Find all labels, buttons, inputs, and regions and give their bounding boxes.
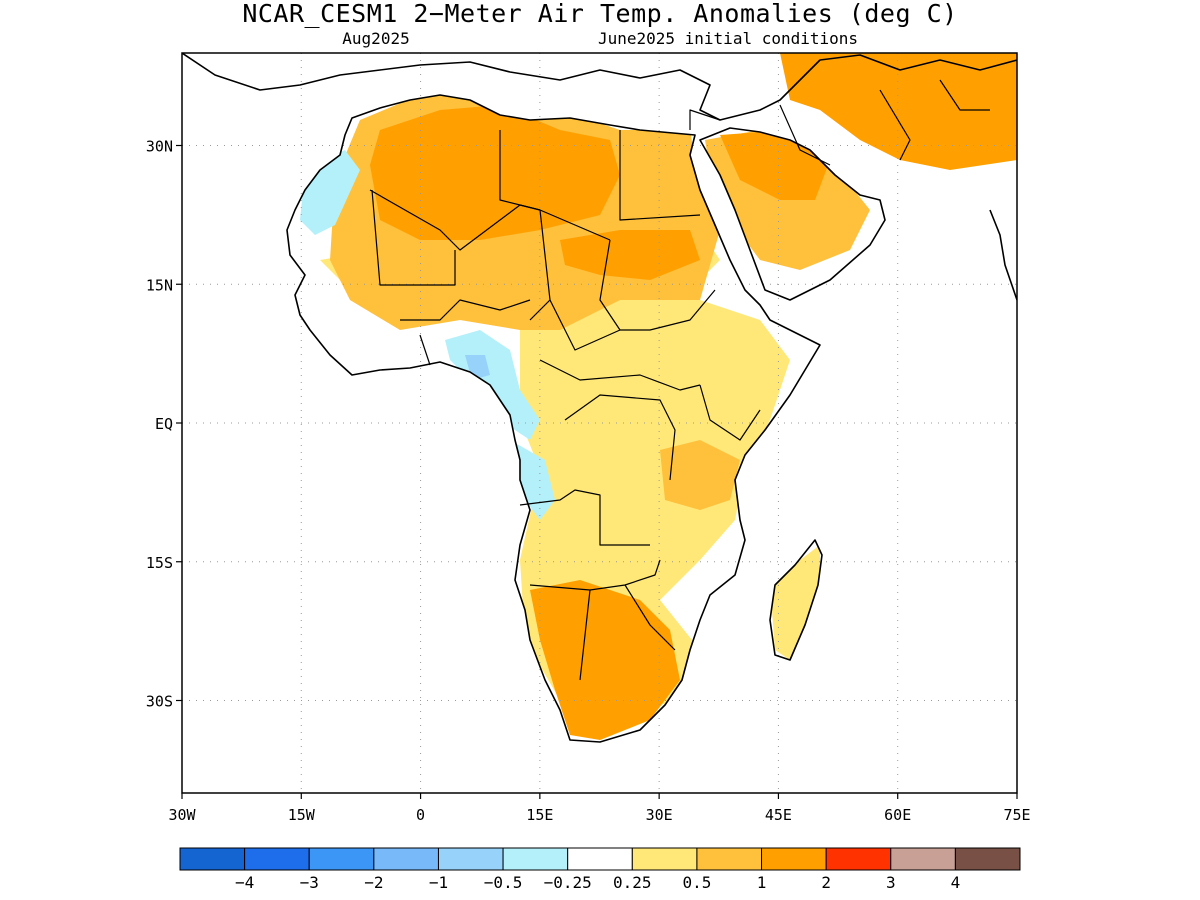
colorbar-label: 4 (951, 873, 961, 892)
colorbar-label: 3 (886, 873, 896, 892)
lon-tick-label: 30W (168, 806, 196, 824)
lon-tick-label: 15E (526, 806, 553, 824)
colorbar-swatch (567, 847, 633, 871)
colorbar: −4 −3 −2 −1 −0.5 −0.25 0.25 0.5 1 2 3 4 (179, 847, 1021, 892)
map-title: NCAR_CESM1 2−Meter Air Temp. Anomalies (… (242, 0, 957, 28)
colorbar-label: 2 (821, 873, 831, 892)
colorbar-swatch (825, 847, 892, 871)
colorbar-label: 0.5 (682, 873, 711, 892)
colorbar-label: 0.25 (613, 873, 652, 892)
colorbar-swatch (631, 847, 698, 871)
lat-tick-label: 30N (146, 138, 173, 156)
colorbar-label: −3 (300, 873, 319, 892)
colorbar-swatch (308, 847, 375, 871)
lon-tick-label: 75E (1003, 806, 1030, 824)
lon-tick-label: 30E (646, 806, 673, 824)
lat-tick-label: 15S (146, 554, 173, 572)
colorbar-label: −2 (364, 873, 383, 892)
initial-conditions-label: June2025 initial conditions (598, 29, 858, 48)
colorbar-swatch (761, 847, 827, 871)
colorbar-swatch (954, 847, 1021, 871)
colorbar-swatch (696, 847, 763, 871)
colorbar-swatch (373, 847, 439, 871)
anomaly-area-dark-orange-sahara (370, 105, 620, 240)
africa-coastline (286, 94, 821, 743)
india-coastline (989, 209, 1017, 301)
colorbar-swatch (437, 847, 504, 871)
colorbar-label: −0.5 (484, 873, 523, 892)
country-borders (369, 79, 990, 681)
coastlines (182, 53, 1017, 743)
lat-tick-label: 30S (146, 693, 173, 711)
lat-tick-label: 15N (146, 276, 173, 294)
europe-coastline (182, 53, 1017, 121)
lat-tick-label: EQ (155, 415, 173, 433)
plot-area (182, 53, 1017, 793)
lon-tick-label: 45E (765, 806, 792, 824)
lon-tick-label: 60E (884, 806, 911, 824)
valid-month-label: Aug2025 (342, 29, 409, 48)
lon-tick-label: 15W (288, 806, 316, 824)
colorbar-swatch (890, 847, 956, 871)
lon-axis: 30W 15W 0 15E 30E 45E 60E 75E (168, 793, 1031, 824)
colorbar-label: −4 (235, 873, 254, 892)
colorbar-swatch (179, 847, 246, 871)
lon-tick-label: 0 (416, 806, 425, 824)
lat-axis: 30N 15N EQ 15S 30S (146, 138, 182, 711)
anomaly-area-dark-orange-arabia (720, 130, 830, 200)
colorbar-swatch (244, 847, 310, 871)
colorbar-label: −1 (429, 873, 448, 892)
anomaly-area-dark-orange-iran (780, 53, 1017, 170)
anomaly-area-orange-east (660, 440, 740, 510)
colorbar-label: −0.25 (544, 873, 592, 892)
graticule (182, 53, 1017, 793)
colorbar-swatch (502, 847, 569, 871)
colorbar-label: 1 (757, 873, 767, 892)
anomaly-area-light-blue-gabon (510, 440, 555, 520)
madagascar-coastline (769, 539, 823, 661)
arabia-coastline (699, 127, 886, 301)
anomaly-area-dark-orange-sudan (560, 230, 700, 280)
